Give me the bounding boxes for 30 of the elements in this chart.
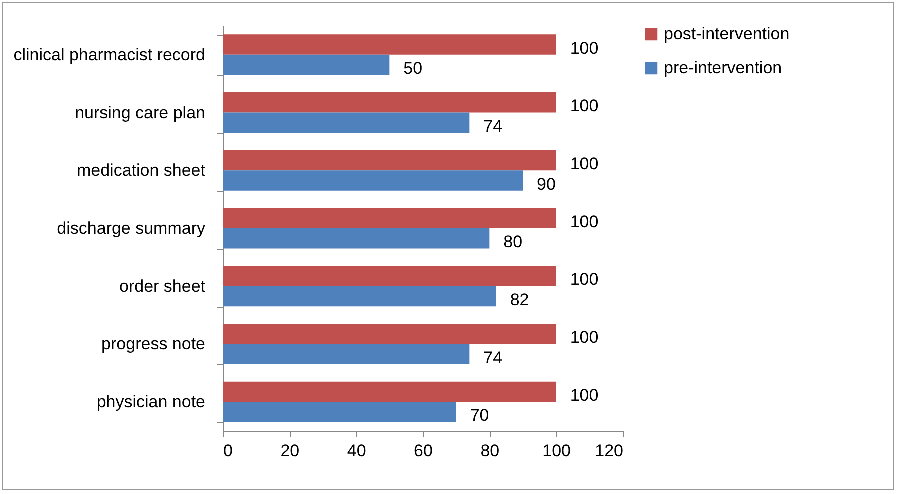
x-tick-label: 120: [595, 442, 624, 460]
data-label: 80: [504, 232, 523, 252]
y-tick-label: progress note: [102, 334, 206, 354]
legend-label: post-intervention: [664, 24, 790, 44]
y-tick-label: nursing care plan: [75, 103, 206, 122]
y-tick-label: physician note: [96, 392, 206, 412]
data-label: 100: [570, 328, 599, 348]
data-label: 50: [404, 59, 423, 78]
x-tick-label: 0: [224, 442, 233, 460]
data-label: 74: [484, 348, 503, 368]
data-label: 100: [570, 96, 599, 116]
data-label: 70: [470, 406, 490, 426]
data-label: 74: [484, 116, 503, 136]
x-tick-label: 60: [414, 442, 433, 460]
y-tick-label: medication sheet: [76, 161, 206, 180]
data-label: 100: [570, 270, 599, 290]
data-label: 100: [570, 38, 599, 58]
y-tick-label: order sheet: [120, 276, 206, 296]
x-tick-label: 80: [480, 442, 500, 460]
x-tick-label: 20: [280, 442, 300, 460]
data-label: 82: [510, 290, 530, 310]
data-label: 90: [537, 174, 556, 194]
x-tick-label: 40: [347, 442, 366, 460]
x-tick-label: 100: [542, 442, 572, 460]
data-label: 100: [570, 386, 599, 405]
y-tick-label: clinical pharmacist record: [14, 45, 206, 64]
data-label: 100: [570, 212, 599, 232]
y-tick-label: discharge summary: [57, 219, 206, 238]
legend-label: pre-intervention: [664, 58, 782, 78]
data-label: 100: [570, 154, 599, 174]
